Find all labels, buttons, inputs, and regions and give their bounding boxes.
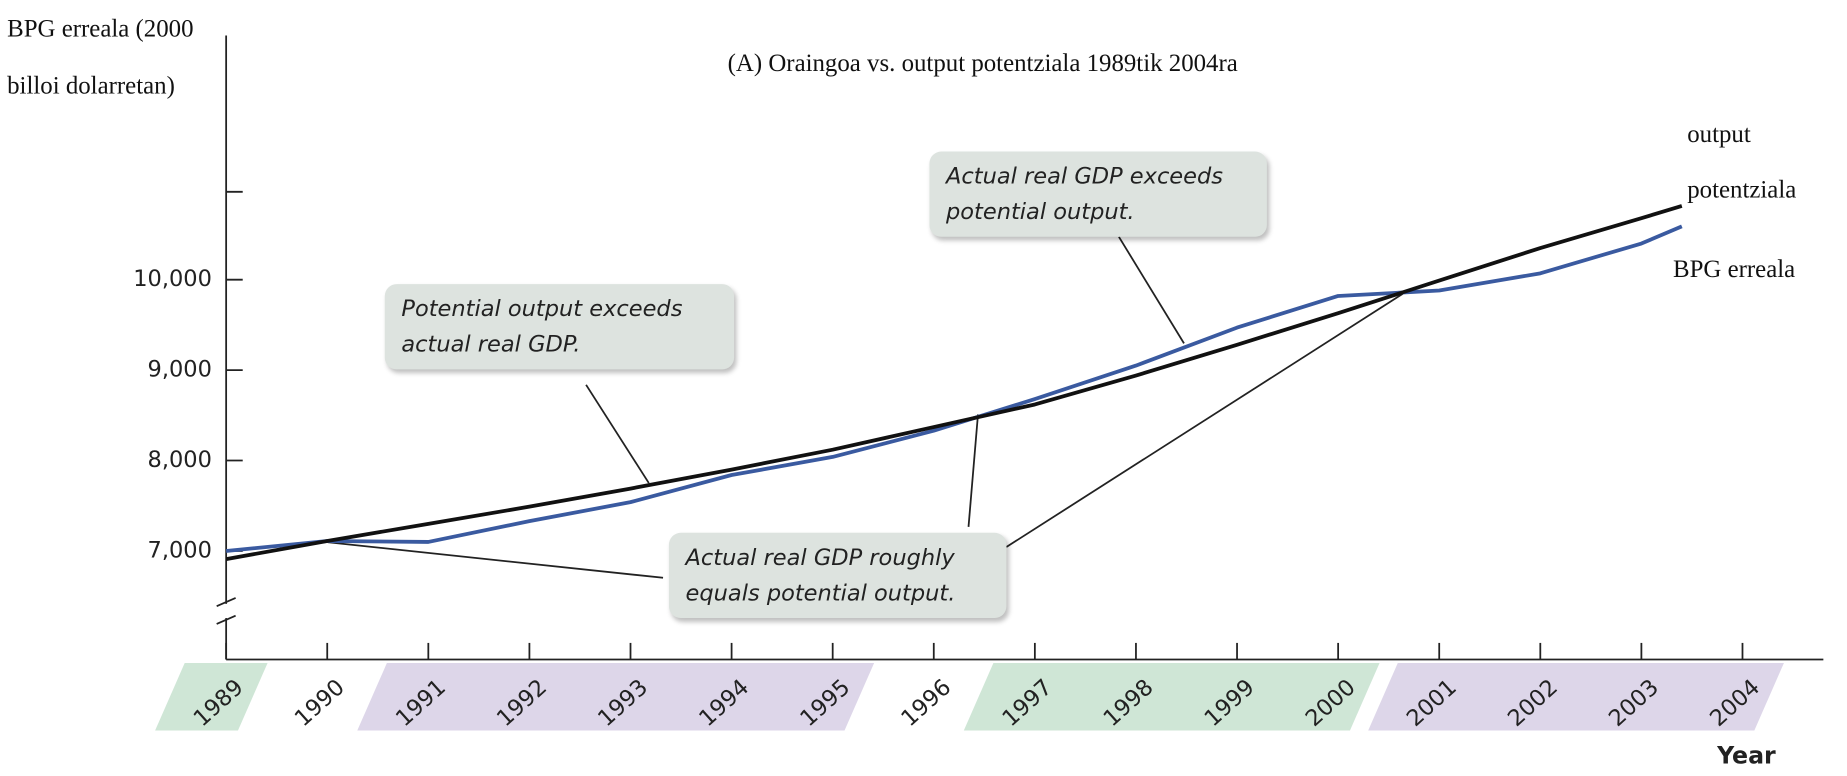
- chart-title: (A) Oraingoa vs. output potentziala 1989…: [728, 50, 1238, 77]
- period-band: [357, 663, 875, 731]
- leader-line: [1005, 292, 1404, 548]
- y-axis-label: BPG erreala (2000 billoi dolarretan): [7, 14, 194, 100]
- axis-break: [216, 614, 236, 625]
- axis-break: [216, 597, 236, 608]
- series-line: [225, 224, 1683, 553]
- x-tick-label: 1990: [290, 674, 350, 732]
- period-band: [1368, 663, 1784, 731]
- callout: Actual real GDP exceeds potential output…: [929, 151, 1267, 237]
- y-tick-label: 8,000: [148, 447, 212, 473]
- callout: Actual real GDP roughly equals potential…: [668, 532, 1007, 619]
- y-tick-label: 10,000: [133, 266, 212, 292]
- leader-line: [327, 541, 664, 579]
- y-tick-label: 7,000: [148, 537, 212, 563]
- series-line: [225, 204, 1683, 561]
- series-label: output potentziala: [1687, 119, 1797, 204]
- period-band: [155, 663, 268, 731]
- leader-line: [1118, 236, 1185, 344]
- period-band: [963, 663, 1380, 731]
- leader-line: [585, 384, 650, 484]
- x-tick-label: 1996: [896, 674, 956, 732]
- y-tick-label: 9,000: [148, 357, 212, 383]
- x-axis-label: Year: [1716, 742, 1776, 770]
- callout: Potential output exceeds actual real GDP…: [384, 284, 735, 370]
- leader-line: [967, 414, 979, 527]
- series-label: BPG erreala: [1672, 254, 1796, 283]
